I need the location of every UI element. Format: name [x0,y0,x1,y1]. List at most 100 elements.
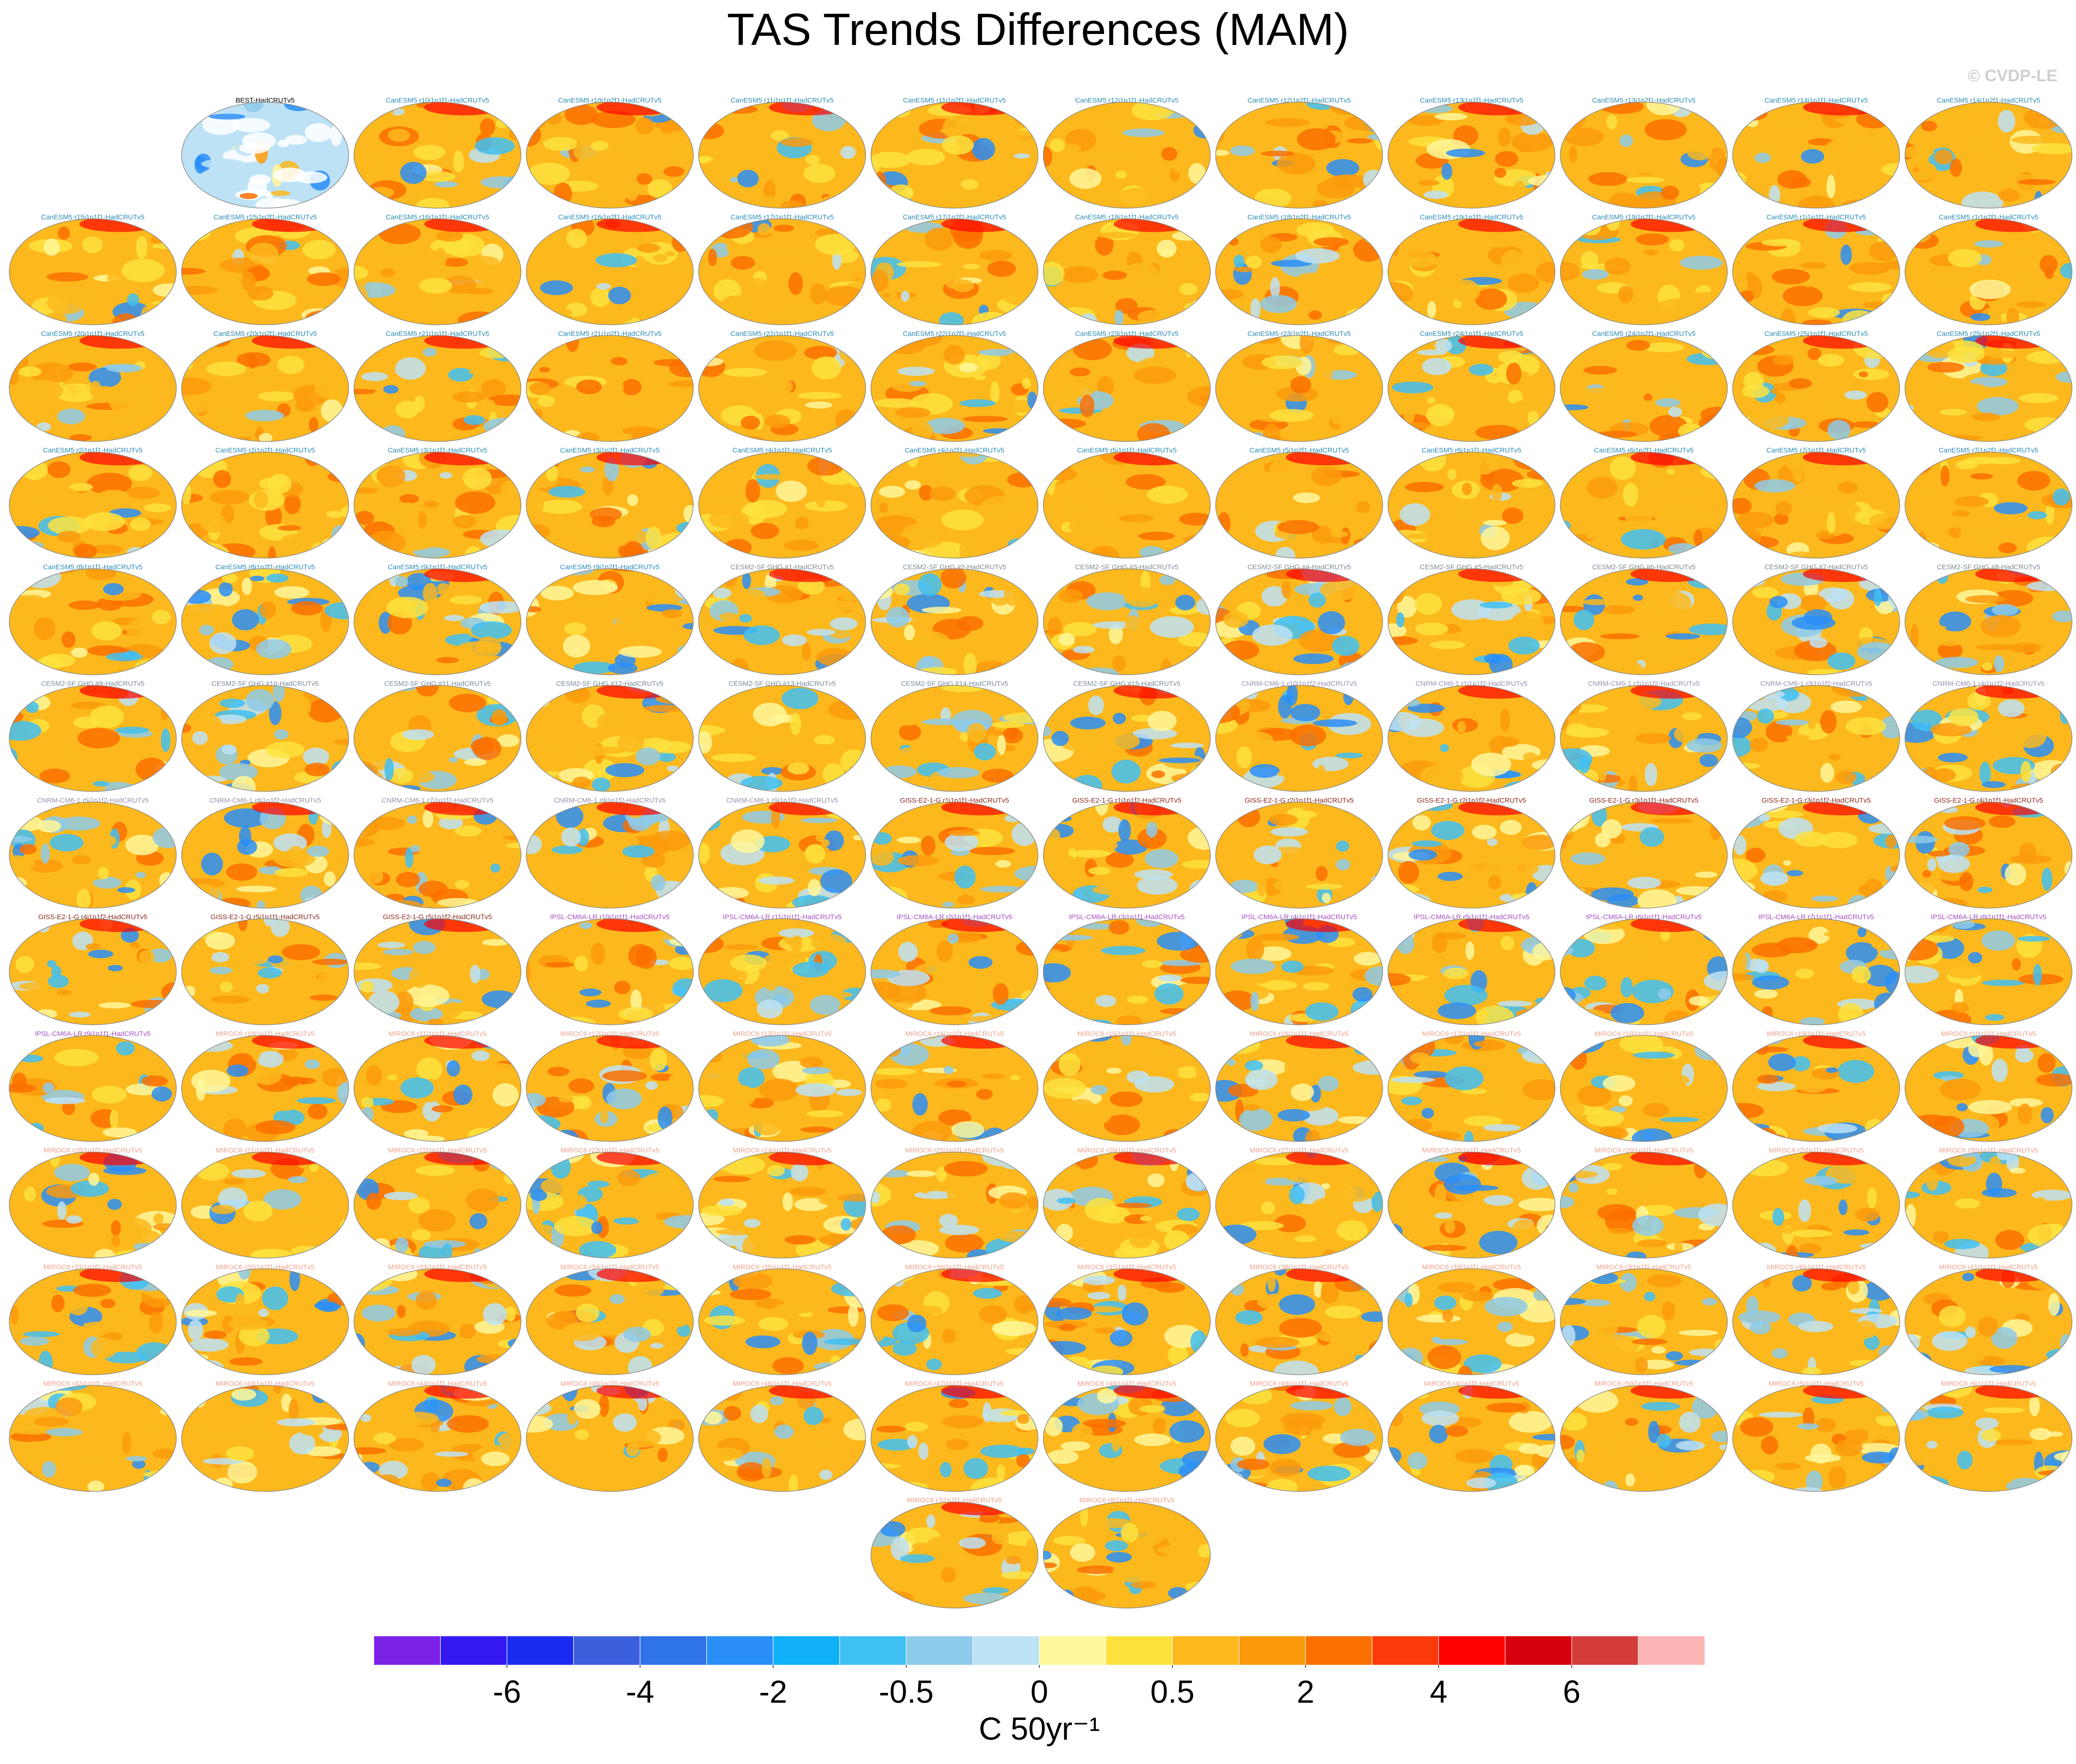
map-texture [1444,1219,1456,1234]
map-panel [698,802,866,908]
map-texture [1180,946,1211,963]
map-texture [943,1066,954,1074]
map-texture [1692,223,1717,229]
map-texture [1402,699,1421,707]
map-texture [1103,270,1127,280]
map-texture [1944,816,1986,830]
map-texture [62,1100,75,1115]
map-texture [1216,688,1236,699]
map-texture [127,547,146,558]
map-texture [846,267,866,279]
map-texture [653,254,668,262]
map-texture [71,648,88,658]
map-texture [337,1082,349,1105]
map-texture [361,313,383,319]
map-texture [737,170,759,188]
map-texture [1020,1162,1038,1170]
map-texture [1535,998,1550,1005]
map-texture [1512,399,1546,412]
map-texture [293,171,328,184]
map-texture [354,1333,365,1354]
map-texture [199,625,214,636]
map-texture [1265,1101,1284,1111]
map-texture [1313,1280,1322,1298]
map-texture [1976,397,2019,416]
map-texture [335,978,348,991]
map-texture [1869,241,1898,261]
map-texture [660,309,682,322]
map-texture [1117,188,1154,208]
map-texture [1932,768,1956,782]
map-texture [800,1056,824,1069]
panel-label: GISS-E2-1-G r3i1p1f1-HadCRUTv5 [1589,797,1698,804]
map-outline [698,1268,866,1375]
map-texture [117,887,135,893]
map-texture [1497,350,1524,363]
map-texture [1959,525,2002,542]
map-texture [591,942,605,965]
map-texture [1792,1275,1812,1292]
map-texture [1353,952,1382,966]
map-texture [274,586,310,599]
map-texture [1347,1368,1378,1375]
map-texture [1239,1108,1273,1131]
map-texture [528,429,551,435]
map-texture [698,452,721,465]
map-texture [210,995,250,1004]
map-outline [1732,1151,1900,1259]
map-texture [1877,1100,1899,1113]
map-texture [946,1081,967,1088]
map-texture [1434,1183,1447,1206]
map-texture [401,502,416,521]
map-outline [181,918,349,1025]
map-texture [354,685,378,694]
map-texture [251,1043,261,1061]
map-texture [1066,235,1099,242]
map-texture [1195,1061,1204,1080]
map-texture [374,313,386,325]
map-panel [1216,802,1383,908]
panel-label: MIROC6 r16i1p1f1-HadCRUTv5 [1250,1030,1348,1038]
map-panel [1905,335,2072,442]
map-texture [1518,144,1531,152]
map-texture [1231,959,1276,974]
map-texture [258,1308,269,1317]
map-texture [309,1164,319,1172]
map-texture [9,898,27,906]
map-texture [380,425,406,442]
map-texture [841,1218,852,1231]
map-texture [89,381,102,397]
map-texture [446,1060,460,1077]
map-texture [1417,104,1453,113]
map-texture [1567,938,1595,958]
map-texture [111,1234,121,1247]
map-texture [1980,615,2021,638]
map-texture [1289,1185,1305,1205]
map-texture [11,1166,27,1178]
map-texture [29,859,63,873]
map-texture [321,399,343,422]
map-texture [218,582,233,597]
map-panel [1043,452,1211,558]
map-texture [1216,896,1241,905]
map-texture [935,1046,977,1057]
map-texture [331,461,349,474]
map-texture [698,172,728,179]
map-texture [596,283,611,290]
panel-label: GISS-E2-1-G r3i1p1f2-HadCRUTv5 [1762,797,1871,804]
map-texture [1228,1362,1251,1375]
map-texture [46,272,89,282]
map-texture [1043,458,1065,471]
map-texture [322,536,349,549]
map-texture [1479,1230,1518,1255]
map-texture [787,762,809,775]
map-texture [368,990,400,1014]
map-texture [1469,363,1494,376]
panel-label: CanESM5 r16i1p2f1-HadCRUTv5 [558,213,661,221]
map-texture [608,528,648,546]
map-texture [743,625,780,645]
map-panel [871,919,1038,1025]
map-texture [469,369,503,375]
map-texture [1420,764,1463,788]
map-texture [19,595,43,601]
